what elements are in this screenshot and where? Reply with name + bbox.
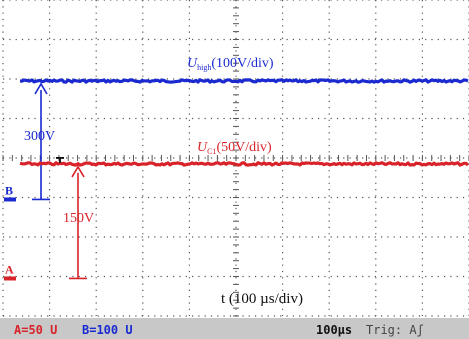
- trigger-status: Trig: Aʃ: [366, 323, 424, 337]
- channel-marker-a-bar: [4, 276, 16, 281]
- channel-marker-a-label: A: [5, 262, 14, 276]
- annotation-300v: 300V: [24, 129, 55, 144]
- arrow-head: [71, 165, 85, 178]
- x-axis-label: t (100 µs/div): [221, 291, 303, 307]
- timebase: 100µs: [316, 323, 352, 337]
- status-bar: A=50 U B=100 U 100µs Trig: Aʃ: [0, 318, 469, 339]
- trace-u-c1: [19, 161, 469, 167]
- trigger-marker: [56, 157, 64, 163]
- traces: [19, 78, 469, 167]
- amplitude-annotations: 300V 150V: [24, 82, 94, 280]
- channel-b-scale: B=100 U: [82, 323, 133, 337]
- amplitude-arrow-300v: [32, 82, 50, 201]
- arrow-head: [34, 82, 48, 95]
- series-labels: Uhigh(100V/div) UC1(50V/div): [187, 56, 274, 156]
- annotation-150v: 150V: [63, 211, 94, 226]
- channel-a-scale: A=50 U: [14, 323, 57, 337]
- series-label-u-c1: UC1(50V/div): [197, 140, 272, 156]
- channel-marker-b-bar: [4, 197, 16, 202]
- channel-markers: BA: [4, 183, 16, 281]
- trigger-marker-icon: [56, 157, 64, 163]
- channel-marker-b-label: B: [5, 183, 13, 197]
- status-bar-background: [0, 318, 469, 339]
- grid: [2, 0, 469, 317]
- trace-u-high: [19, 78, 469, 84]
- series-label-u-high: Uhigh(100V/div): [187, 56, 274, 72]
- amplitude-arrow-150v: [69, 165, 87, 280]
